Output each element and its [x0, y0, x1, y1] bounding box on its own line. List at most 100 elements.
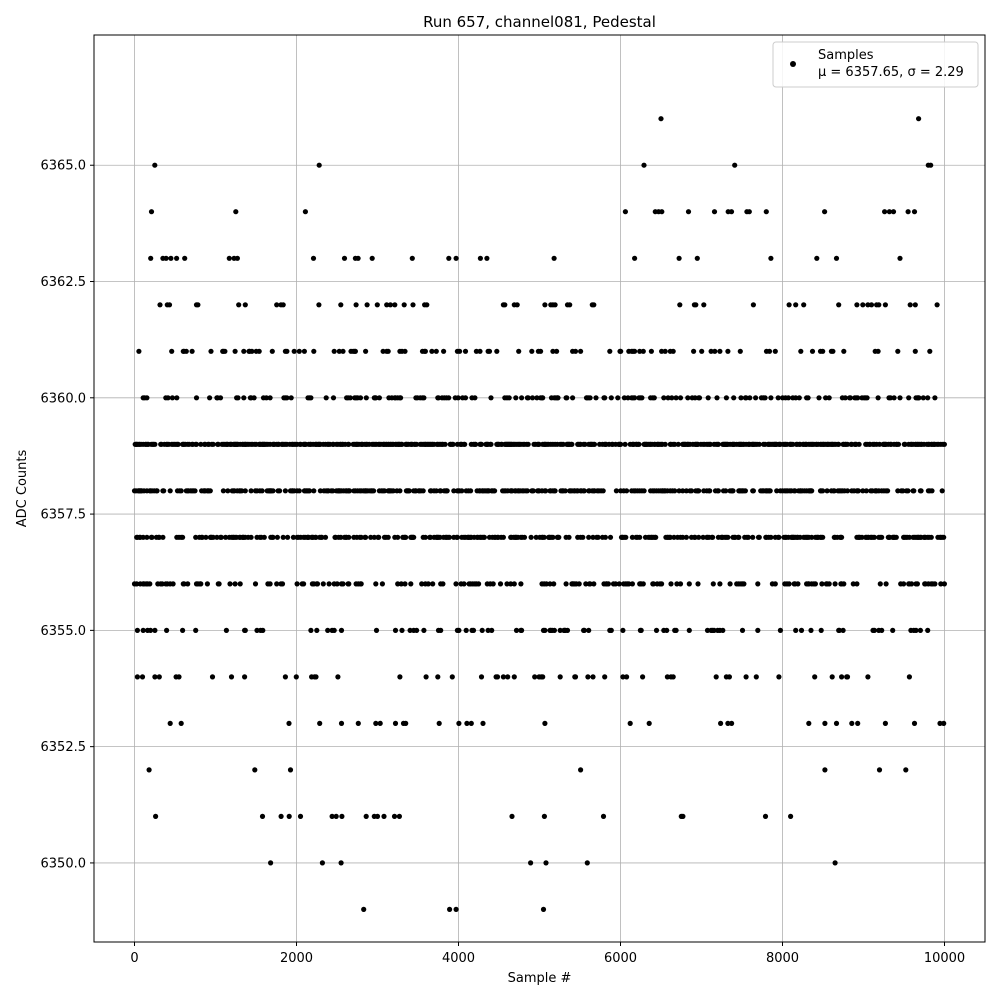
- y-tick-label: 6365.0: [41, 159, 87, 174]
- sample-point: [216, 581, 222, 587]
- legend-label: Samples: [818, 48, 874, 63]
- sample-point: [768, 534, 774, 540]
- sample-point: [675, 441, 681, 447]
- sample-point: [591, 441, 598, 447]
- sample-point: [455, 395, 461, 401]
- sample-point: [473, 441, 479, 447]
- sample-point: [583, 581, 589, 587]
- sample-point: [607, 348, 613, 354]
- sample-point: [252, 767, 258, 773]
- sample-point: [730, 488, 736, 494]
- sample-point: [865, 674, 871, 680]
- sample-point: [462, 395, 469, 401]
- sample-point: [390, 488, 396, 494]
- legend-stats: μ = 6357.65, σ = 2.29: [818, 65, 964, 80]
- sample-point: [180, 534, 186, 540]
- sample-point: [632, 348, 638, 354]
- legend-marker: [790, 61, 796, 67]
- sample-point: [566, 534, 572, 540]
- sample-point: [913, 627, 919, 634]
- sample-point: [140, 534, 146, 540]
- sample-point: [217, 395, 224, 401]
- sample-point: [720, 627, 726, 634]
- sample-point: [152, 441, 158, 447]
- sample-point: [753, 674, 759, 680]
- sample-point: [477, 348, 483, 354]
- sample-point: [373, 720, 379, 727]
- sample-point: [624, 488, 630, 494]
- sample-point: [699, 348, 705, 354]
- sample-point: [651, 395, 657, 401]
- sample-point: [540, 395, 546, 401]
- sample-point: [578, 348, 584, 354]
- sample-point: [369, 255, 375, 261]
- sample-point: [876, 441, 883, 447]
- sample-point: [641, 162, 647, 168]
- sample-point: [497, 581, 504, 587]
- sample-point: [529, 348, 535, 354]
- sample-point: [753, 395, 759, 401]
- sample-point: [543, 488, 549, 494]
- sample-point: [433, 348, 439, 354]
- sample-point: [639, 395, 645, 401]
- sample-point: [210, 534, 216, 540]
- sample-point: [409, 255, 415, 261]
- sample-point: [395, 581, 401, 587]
- sample-point: [569, 441, 575, 447]
- sample-point: [357, 395, 364, 401]
- sample-point: [233, 209, 239, 215]
- sample-point: [715, 488, 722, 494]
- sample-point: [203, 534, 209, 540]
- sample-point: [338, 627, 345, 634]
- sample-point: [676, 255, 682, 261]
- sample-point: [134, 674, 140, 680]
- sample-point: [637, 348, 643, 354]
- sample-point: [167, 488, 173, 494]
- sample-point: [659, 348, 665, 354]
- sample-point: [938, 581, 944, 587]
- sample-point: [670, 674, 676, 680]
- sample-point: [855, 720, 861, 727]
- sample-point: [235, 395, 241, 401]
- sample-point: [421, 395, 427, 401]
- sample-point: [696, 534, 702, 540]
- sample-point: [543, 581, 550, 587]
- sample-point: [494, 674, 501, 680]
- sample-point: [234, 255, 240, 261]
- sample-point: [534, 395, 540, 401]
- sample-point: [313, 534, 319, 540]
- sample-point: [270, 534, 276, 540]
- sample-point: [176, 674, 182, 680]
- sample-point: [667, 534, 673, 540]
- sample-point: [198, 441, 204, 447]
- sample-point: [442, 441, 448, 447]
- sample-point: [242, 674, 248, 680]
- sample-point: [602, 674, 608, 680]
- sample-point: [775, 395, 781, 401]
- sample-point: [259, 813, 266, 820]
- sample-point: [175, 441, 181, 447]
- sample-point: [854, 581, 860, 587]
- sample-point: [368, 534, 374, 540]
- sample-point: [710, 534, 716, 540]
- sample-point: [180, 627, 186, 634]
- sample-point: [297, 813, 304, 820]
- sample-point: [627, 720, 633, 727]
- sample-point: [585, 674, 591, 680]
- sample-point: [165, 395, 171, 401]
- sample-point: [476, 581, 482, 587]
- sample-point: [576, 581, 582, 587]
- sample-point: [847, 395, 854, 401]
- sample-point: [462, 348, 469, 354]
- sample-point: [398, 581, 404, 587]
- sample-point: [419, 581, 425, 587]
- sample-point: [793, 627, 799, 634]
- sample-point: [772, 581, 778, 587]
- sample-point: [620, 674, 626, 680]
- sample-point: [616, 581, 622, 587]
- sample-point: [414, 441, 420, 447]
- sample-point: [613, 488, 620, 494]
- sample-point: [218, 534, 224, 540]
- sample-point: [536, 441, 542, 447]
- sample-point: [829, 674, 835, 680]
